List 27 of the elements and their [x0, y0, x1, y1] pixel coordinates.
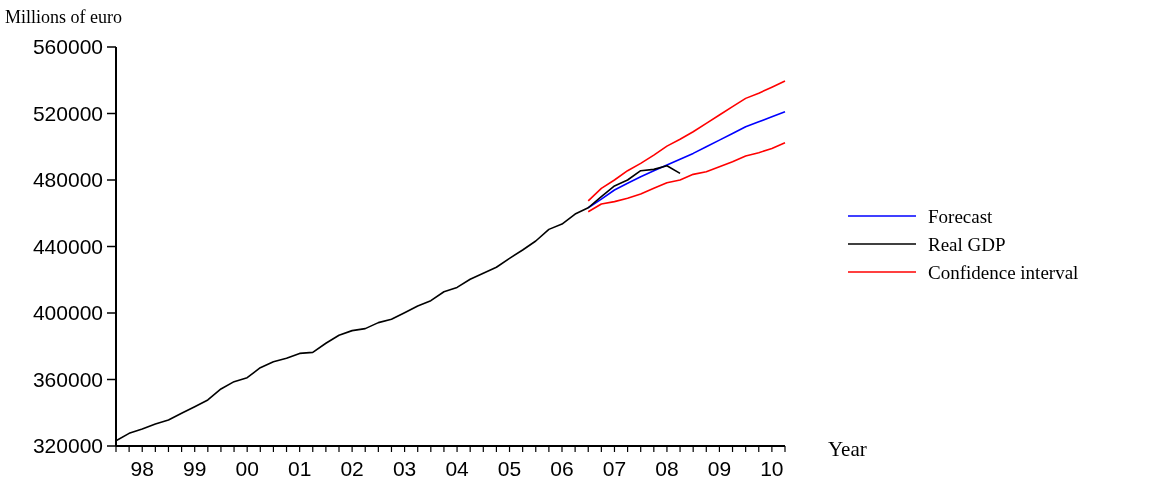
- line-series: [587, 80, 786, 202]
- x-tick-label: 98: [130, 457, 154, 480]
- x-tick-label: 00: [235, 457, 259, 480]
- x-tick-label: 07: [602, 457, 627, 480]
- y-axis-title: Millions of euro: [5, 7, 122, 27]
- x-tick-label: 06: [550, 457, 574, 480]
- x-tick-label: 99: [183, 457, 207, 480]
- y-tick-label: 360000: [32, 367, 103, 391]
- x-tick-label: 08: [655, 457, 679, 480]
- y-tick-label: 320000: [32, 434, 103, 458]
- legend-label: Forecast: [928, 205, 994, 227]
- x-tick-label: 04: [445, 457, 470, 480]
- x-tick-label: 05: [497, 457, 522, 480]
- y-tick-label: 440000: [32, 234, 103, 258]
- x-tick-label: 09: [707, 457, 732, 480]
- x-axis-title: Year: [828, 437, 867, 461]
- x-tick-label: 01: [287, 457, 312, 480]
- y-tick-label: 400000: [32, 301, 103, 325]
- line-series: [587, 141, 786, 213]
- legend-label: Real GDP: [928, 233, 1006, 255]
- x-tick-label: 10: [760, 457, 784, 480]
- y-tick-label: 560000: [32, 35, 103, 59]
- y-tick-label: 520000: [32, 101, 103, 125]
- legend-label: Confidence interval: [928, 261, 1079, 283]
- x-tick-label: 03: [392, 457, 417, 480]
- y-tick-label: 480000: [32, 168, 103, 192]
- x-tick-label: 02: [340, 457, 364, 480]
